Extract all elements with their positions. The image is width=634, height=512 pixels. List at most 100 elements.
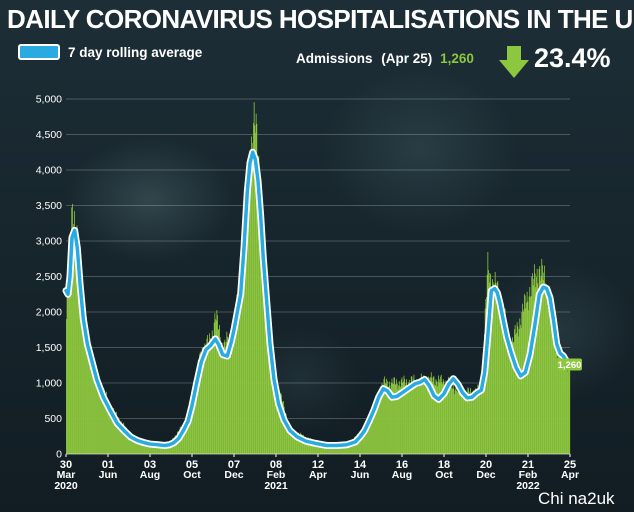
admissions-bar	[133, 436, 135, 454]
x-tick-day: 05	[186, 459, 198, 471]
admissions-bar	[183, 426, 185, 454]
admissions-bar	[270, 331, 272, 454]
admissions-bar	[248, 162, 250, 454]
admissions-bar	[357, 434, 359, 454]
admissions-bar	[536, 277, 537, 454]
admissions-bar	[480, 393, 482, 454]
admissions-bar	[529, 286, 531, 454]
admissions-bar	[234, 313, 236, 454]
admissions-bar	[448, 382, 450, 454]
admissions-bar	[388, 386, 390, 454]
admissions-bar	[516, 333, 517, 454]
x-tick-month: Dec	[476, 469, 495, 481]
admissions-bar	[384, 376, 386, 454]
admissions-bar	[271, 349, 273, 454]
admissions-bar	[114, 414, 116, 454]
admissions-bar	[423, 375, 425, 454]
admissions-bar	[366, 420, 368, 454]
admissions-bar	[112, 411, 114, 454]
admissions-bar	[88, 334, 90, 454]
admissions-bar	[538, 287, 539, 454]
admissions-bar	[299, 433, 301, 454]
admissions-bar	[203, 351, 205, 454]
admissions-bar	[523, 309, 525, 454]
admissions-bar	[386, 381, 388, 454]
admissions-bar	[198, 365, 200, 454]
admissions-bar	[145, 441, 147, 454]
admissions-bar	[515, 334, 517, 454]
arrow-down-icon	[499, 46, 529, 78]
admissions-bar	[103, 387, 105, 454]
admissions-bar	[387, 388, 389, 454]
admissions-bar	[442, 384, 443, 454]
admissions-bar	[115, 411, 117, 454]
admissions-bar	[532, 285, 534, 454]
admissions-bar	[344, 443, 346, 454]
admissions-bar	[288, 423, 290, 454]
admissions-bar	[185, 423, 187, 454]
admissions-bar	[548, 300, 550, 454]
admissions-bar	[484, 334, 485, 454]
y-tick-label: 4,500	[36, 129, 62, 141]
admissions-bar	[140, 438, 142, 454]
admissions-bar	[390, 389, 392, 454]
admissions-bar	[472, 390, 474, 454]
admissions-bar	[261, 223, 263, 454]
admissions-bar	[184, 422, 186, 454]
admissions-bar	[119, 423, 121, 454]
admissions-bar	[470, 392, 472, 454]
admissions-bar	[450, 379, 451, 454]
admissions-bar	[100, 386, 102, 454]
admissions-bar	[448, 377, 449, 454]
admissions-bar	[384, 382, 386, 454]
admissions-bar	[312, 440, 314, 454]
admissions-bar	[534, 264, 535, 454]
admissions-bar	[106, 397, 108, 454]
admissions-bar	[166, 444, 168, 454]
admissions-bar	[568, 365, 569, 454]
admissions-bar	[483, 349, 485, 454]
admissions-bar	[560, 351, 562, 454]
admissions-bar	[227, 336, 228, 454]
admissions-bar	[128, 433, 130, 454]
admissions-bar	[265, 269, 267, 454]
admissions-bar	[283, 401, 284, 454]
admissions-bar	[77, 249, 79, 454]
admissions-bar	[504, 308, 506, 454]
admissions-bar	[540, 275, 542, 454]
admissions-bar	[127, 432, 129, 454]
admissions-bar	[468, 388, 469, 454]
admissions-bar	[413, 374, 415, 454]
admissions-bar	[219, 337, 221, 454]
admissions-bar	[498, 305, 500, 454]
admissions-bar	[433, 376, 435, 454]
x-tick-month: Jun	[99, 469, 118, 481]
admissions-bar	[278, 387, 280, 454]
admissions-bar	[465, 390, 467, 454]
admissions-bar	[79, 260, 81, 454]
admissions-bar	[231, 332, 233, 454]
admissions-bar	[318, 442, 320, 454]
admissions-bar	[478, 387, 479, 454]
admissions-bar	[233, 331, 234, 454]
admissions-bar	[256, 123, 258, 454]
admissions-bar	[321, 442, 323, 454]
admissions-bar	[323, 443, 325, 454]
admissions-bar	[259, 180, 260, 454]
admissions-bar	[528, 310, 529, 454]
admissions-bar	[206, 338, 208, 454]
admissions-bar	[115, 412, 117, 454]
admissions-bar	[543, 272, 545, 454]
admissions-bar	[267, 308, 268, 454]
admissions-bar	[352, 439, 354, 454]
admissions-summary: Admissions (Apr 25) 1,260	[296, 51, 474, 66]
admissions-bar	[514, 329, 515, 454]
admissions-bar	[138, 439, 140, 454]
x-tick-year: 2021	[264, 480, 288, 492]
admissions-bar	[424, 382, 425, 454]
x-tick-month: Dec	[224, 469, 243, 481]
admissions-bar	[418, 379, 420, 454]
admissions-bar	[245, 185, 247, 454]
admissions-bar	[569, 367, 571, 454]
admissions-bar	[304, 437, 306, 454]
